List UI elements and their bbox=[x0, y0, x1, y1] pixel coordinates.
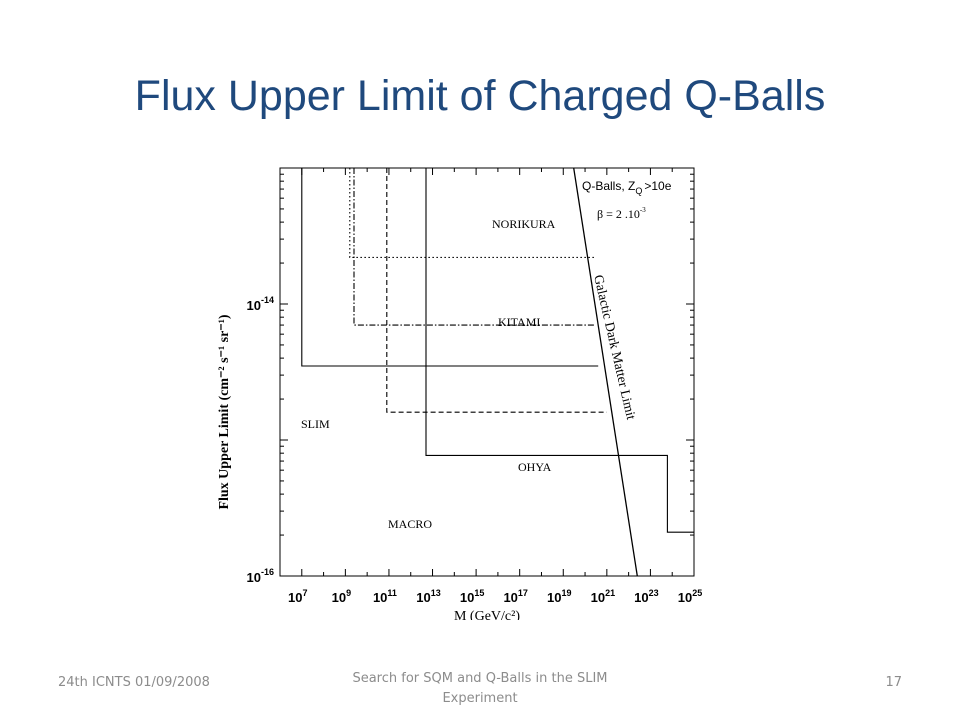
series-label-macro: MACRO bbox=[388, 517, 432, 531]
x-tick-label: 1025 bbox=[678, 588, 702, 605]
x-tick-label: 1013 bbox=[416, 588, 440, 605]
qballs-annotation: Q-Balls, ZQ >10e bbox=[582, 179, 672, 196]
x-tick-label: 1017 bbox=[503, 588, 527, 605]
beta-annotation: β = 2 .10-3 bbox=[597, 206, 646, 221]
flux-limit-chart: 107 109 1011 1013 1015 1017 1019 1021 1023 1025 10… bbox=[217, 167, 702, 620]
series-label-kitami: KITAMI bbox=[498, 315, 540, 329]
series-label-ohya: OHYA bbox=[518, 460, 552, 474]
y-tick-label: 10-16 bbox=[247, 567, 274, 585]
y-axis-label: Flux Upper Limit (cm⁻² s⁻¹ sr⁻¹) bbox=[217, 314, 232, 509]
plot-frame bbox=[279, 167, 695, 577]
series-galactic-dark-matter-limit bbox=[573, 167, 638, 577]
series-label-slim: SLIM bbox=[301, 417, 330, 431]
page-number: 17 bbox=[885, 675, 902, 690]
x-tick-label: 109 bbox=[332, 588, 351, 605]
y-tick-label: 10-14 bbox=[247, 295, 274, 313]
x-tick-label: 1011 bbox=[373, 588, 397, 605]
x-tick-label: 1021 bbox=[591, 588, 615, 605]
x-axis-label: M (GeV/c²) bbox=[454, 609, 520, 620]
x-tick-label: 1023 bbox=[634, 588, 658, 605]
series-slim bbox=[301, 168, 599, 367]
x-tick-label: 107 bbox=[288, 588, 307, 605]
series-kitami bbox=[353, 168, 596, 326]
footer-talk-title: Search for SQM and Q-Balls in the SLIM E… bbox=[352, 671, 608, 706]
x-tick-label: 1015 bbox=[460, 588, 484, 605]
x-tick-label: 1019 bbox=[547, 588, 571, 605]
footer-conference: 24th ICNTS 01/09/2008 bbox=[58, 675, 210, 690]
series-norikura bbox=[349, 168, 596, 258]
series-macro bbox=[425, 168, 694, 533]
series-ohya bbox=[386, 168, 607, 413]
series-label-norikura: NORIKURA bbox=[492, 217, 556, 231]
slide-title: Flux Upper Limit of Charged Q-Balls bbox=[134, 72, 826, 120]
gdm-limit-label: Galactic Dark Matter Limit bbox=[591, 273, 639, 421]
